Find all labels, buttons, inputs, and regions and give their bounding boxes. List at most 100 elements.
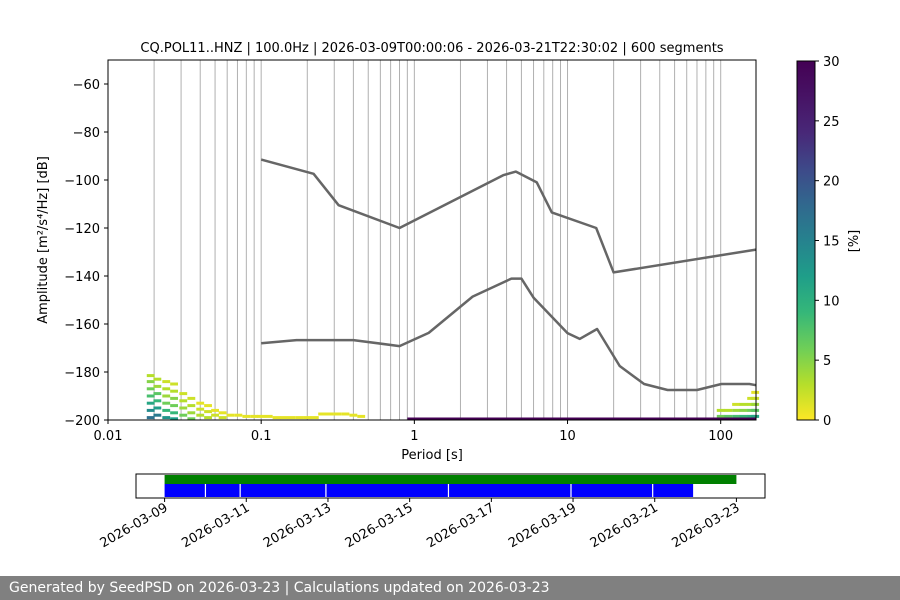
psd-y-axis-label: Amplitude [m²/s⁴/Hz] [dB] [36, 156, 51, 324]
model-line-nlnm [261, 277, 757, 392]
density-cell [153, 384, 162, 388]
density-cell [170, 417, 178, 421]
y-tick-label: −80 [73, 126, 100, 141]
y-tick-label: −100 [64, 174, 100, 189]
density-cell [162, 416, 171, 420]
density-cell [234, 413, 243, 417]
colorbar: 0 5 10 15 20 25 30 [%] [796, 55, 862, 429]
density-cell [162, 401, 171, 405]
timeline-ticks: 2026-03-09 2026-03-11 2026-03-13 2026-03-15… [98, 498, 742, 551]
density-cell [179, 406, 188, 410]
density-cell [187, 396, 196, 400]
psd-panel: 0.01 0.1 1 10 100 −60 −80 −100 −120 −140 −160 −180… [36, 41, 760, 463]
y-tick-label: −60 [73, 78, 100, 93]
psd-density-cells [146, 374, 760, 421]
density-cell [747, 396, 756, 400]
density-cell [318, 412, 327, 416]
density-cell [196, 413, 205, 417]
density-cell [162, 408, 171, 412]
density-cell [280, 416, 288, 420]
psd-plot-frame [107, 59, 757, 421]
density-cell [146, 408, 155, 412]
density-cell [716, 414, 725, 418]
model-line-nhnm [260, 158, 757, 274]
x-tick-label: 100 [708, 429, 733, 444]
colorbar-tick-label: 5 [823, 354, 831, 369]
timeline-panel: 2026-03-09 2026-03-11 2026-03-13 2026-03-15… [98, 473, 766, 551]
density-cell [250, 414, 259, 418]
timeline-tick-label: 2026-03-13 [261, 500, 334, 551]
colorbar-tick-label: 25 [823, 115, 840, 130]
density-cell [287, 416, 296, 420]
density-cell [146, 374, 155, 378]
x-tick-label: 0.01 [94, 429, 123, 444]
density-cell [747, 402, 756, 406]
colorbar-gradient [796, 60, 816, 421]
x-tick-label: 10 [559, 429, 576, 444]
density-cell [196, 407, 205, 411]
density-cell [162, 387, 171, 391]
psd-plot-background [108, 60, 756, 420]
density-cell [739, 414, 748, 418]
x-tick-label: 0.1 [251, 429, 272, 444]
psd-x-axis-label: Period [s] [401, 448, 463, 463]
footer-text: Generated by SeedPSD on 2026-03-23 | Cal… [9, 580, 550, 596]
psd-x-ticks: 0.01 0.1 1 10 100 [94, 420, 733, 444]
density-cell [751, 390, 760, 394]
colorbar-label: [%] [847, 230, 862, 253]
density-cell [310, 416, 319, 420]
density-cell [204, 410, 212, 414]
colorbar-tick-label: 20 [823, 175, 840, 190]
density-cell [196, 401, 205, 405]
density-cell [751, 408, 760, 412]
density-cell [162, 394, 171, 398]
density-cell [357, 414, 366, 418]
density-cell [179, 413, 188, 417]
density-cell [170, 389, 178, 393]
x-tick-label: 1 [410, 429, 418, 444]
density-cell [739, 408, 748, 412]
density-cell [153, 399, 162, 403]
timeline-tick-label: 2026-03-23 [669, 500, 742, 551]
psd-model-lines [260, 158, 757, 392]
timeline-tick-label: 2026-03-17 [424, 500, 497, 551]
density-cell [179, 392, 188, 396]
timeline-bar-available [164, 475, 737, 484]
density-cell [751, 396, 760, 400]
density-cell [341, 412, 350, 416]
density-cell [153, 413, 162, 417]
density-cell [218, 416, 227, 420]
density-cell [325, 412, 334, 416]
density-cell [146, 416, 155, 420]
density-cell [162, 380, 171, 384]
psd-y-ticks: −60 −80 −100 −120 −140 −160 −180 −200 [64, 78, 108, 429]
density-cell [146, 380, 155, 384]
y-tick-label: −160 [64, 318, 100, 333]
density-cell [295, 416, 304, 420]
density-cell [204, 416, 212, 420]
psd-grid [153, 60, 722, 420]
density-cell [303, 416, 312, 420]
colorbar-tick-label: 0 [823, 414, 831, 429]
y-tick-label: −140 [64, 270, 100, 285]
timeline-bar-used [164, 484, 694, 497]
density-cell [272, 416, 281, 420]
timeline-tick-label: 2026-03-11 [179, 500, 252, 551]
density-cell [179, 399, 188, 403]
density-cell [732, 414, 740, 418]
density-cell [716, 408, 725, 412]
density-cell [747, 414, 756, 418]
density-cell [732, 408, 740, 412]
y-tick-label: −200 [64, 414, 100, 429]
density-cell [747, 408, 756, 412]
colorbar-tick-label: 10 [823, 294, 840, 309]
density-cell [187, 411, 196, 415]
density-cell [153, 406, 162, 410]
density-cell [732, 402, 740, 406]
colorbar-ticks: 0 5 10 15 20 25 30 [815, 55, 840, 429]
density-cell [187, 417, 196, 421]
density-cell [218, 411, 227, 415]
y-tick-label: −120 [64, 222, 100, 237]
colorbar-tick-label: 15 [823, 235, 840, 250]
